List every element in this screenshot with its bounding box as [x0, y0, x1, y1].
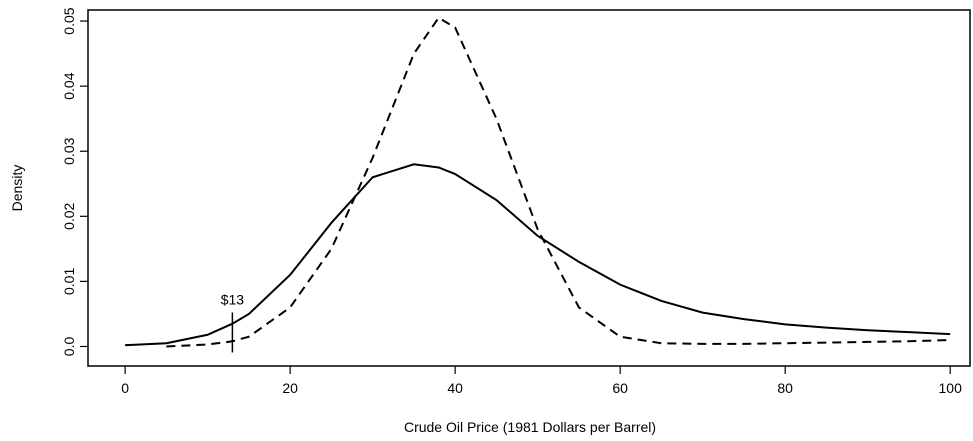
x-tick-label: 0	[121, 380, 129, 396]
y-axis-label: Density	[9, 165, 25, 212]
y-tick-label: 0.04	[61, 72, 77, 99]
density-line	[166, 16, 951, 348]
x-tick-label: 40	[447, 380, 463, 396]
x-tick-label: 80	[777, 380, 793, 396]
plot-frame	[87, 9, 971, 367]
y-tick-label: 0.0	[61, 337, 77, 357]
x-tick-label: 60	[612, 380, 628, 396]
x-tick-label: 20	[282, 380, 298, 396]
annotation-label: $13	[221, 291, 245, 307]
x-axis-label: Crude Oil Price (1981 Dollars per Barrel…	[404, 419, 656, 435]
density-line	[125, 163, 951, 347]
y-tick-label: 0.03	[61, 137, 77, 164]
y-tick-label: 0.02	[61, 202, 77, 229]
y-tick-label: 0.05	[61, 7, 77, 34]
y-tick-label: 0.01	[61, 268, 77, 295]
x-tick-label: 100	[939, 380, 963, 396]
